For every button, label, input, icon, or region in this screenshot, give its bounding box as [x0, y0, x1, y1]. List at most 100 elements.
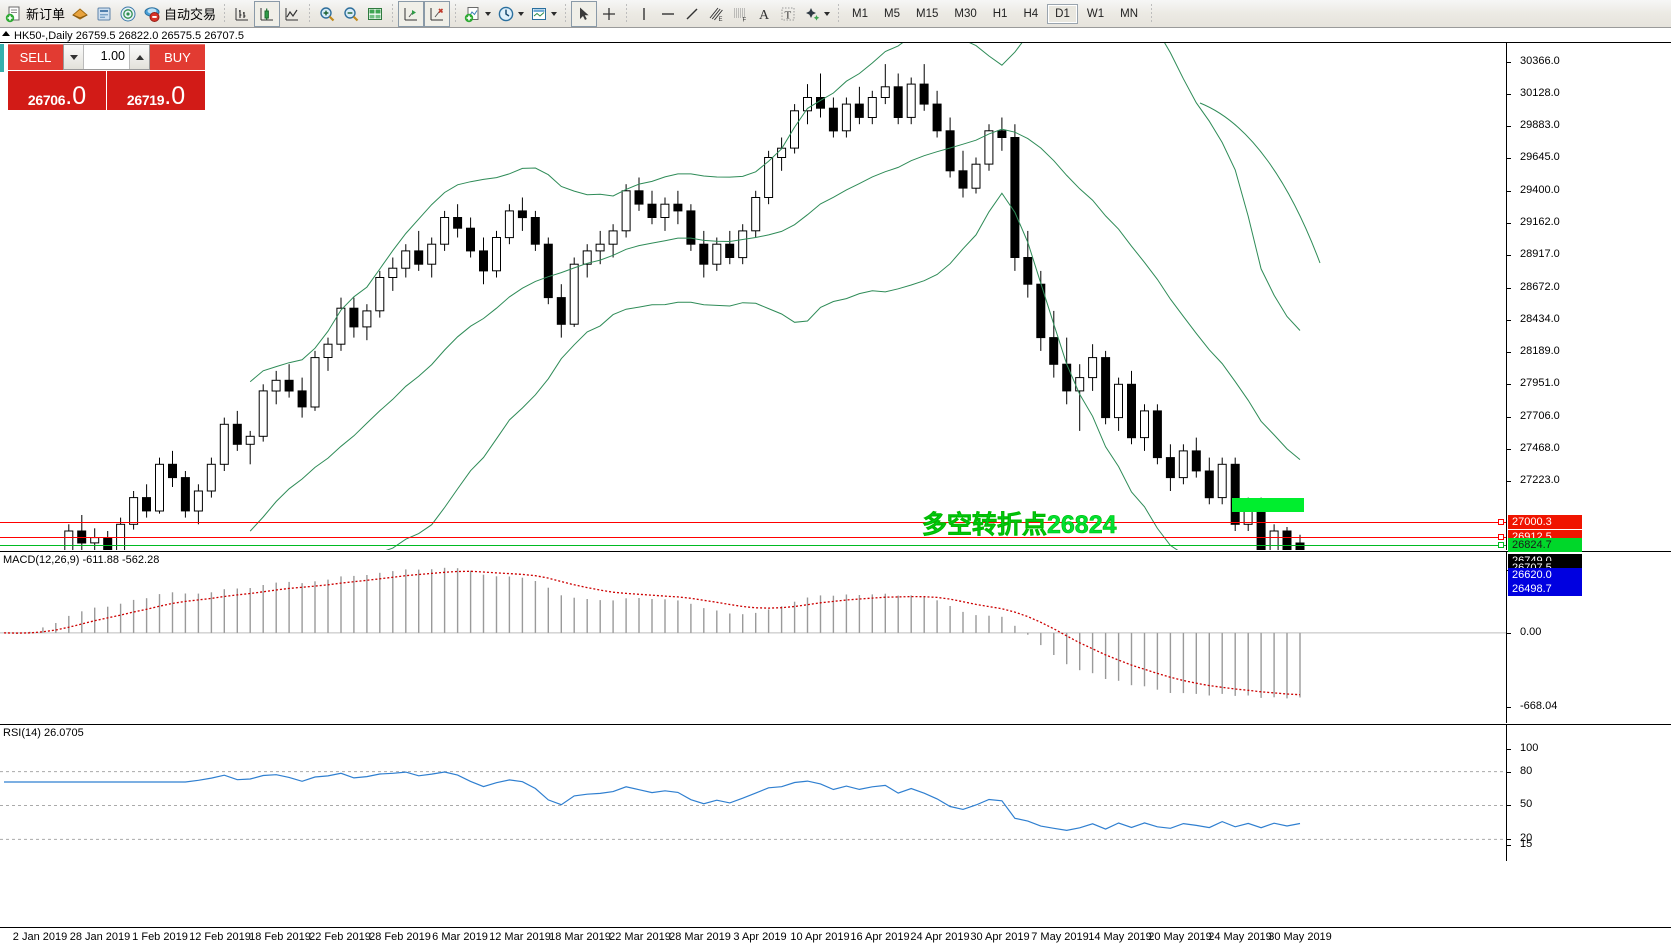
timeframe-button-h1[interactable]: H1 [992, 7, 1008, 20]
auto-scroll-button[interactable] [424, 0, 451, 27]
rsi-plot[interactable] [0, 725, 1506, 861]
expert-advisors-icon [71, 5, 89, 23]
price-level-tag[interactable]: 27000.3 [1508, 515, 1582, 529]
price-level-tag[interactable]: 26620.0 [1508, 568, 1582, 582]
zoom-in-button[interactable] [315, 1, 339, 27]
buy-button[interactable]: BUY [150, 44, 205, 70]
price-level-anchor[interactable] [1498, 519, 1504, 525]
price-axis[interactable]: 30366.0 30128.0 29883.0 29645.0 29400.0 29162… [1506, 43, 1671, 596]
timeframe-button-m30[interactable]: M30 [954, 7, 977, 20]
expert-advisors-button[interactable] [68, 1, 92, 27]
price-level-anchor[interactable] [1498, 534, 1504, 540]
chart-shift-icon [402, 5, 420, 23]
horizontal-line-icon [659, 5, 677, 23]
data-window-icon [95, 5, 113, 23]
period-icon [497, 5, 515, 23]
chevron-down-icon[interactable] [824, 11, 831, 16]
vertical-line-button[interactable] [632, 1, 656, 27]
bar-chart-button[interactable] [230, 1, 254, 27]
text-button[interactable]: A [752, 1, 776, 27]
chevron-down-icon[interactable] [551, 11, 558, 16]
period-button[interactable] [494, 1, 527, 27]
timeframe-button-d1[interactable]: D1 [1047, 3, 1078, 24]
chevron-down-icon[interactable] [485, 11, 492, 16]
volume-decrease-button[interactable] [64, 45, 84, 69]
market-watch-icon [119, 5, 137, 23]
channels-button[interactable]: E [704, 1, 728, 27]
chart-area[interactable]: 多空转折点26824 30366.0 30128.0 29883.0 29645.0 2… [0, 42, 1671, 947]
date-tick: 14 May 2019 [1088, 931, 1152, 943]
crosshair-button[interactable] [597, 1, 621, 27]
price-level-anchor[interactable] [1498, 542, 1504, 548]
fibonacci-button[interactable]: F [728, 1, 752, 27]
autotrade-icon [143, 5, 161, 23]
tile-windows-button[interactable] [363, 1, 387, 27]
trendline-button[interactable] [680, 1, 704, 27]
price-level-tag[interactable]: 26498.7 [1508, 582, 1582, 596]
timeframe-button-m5[interactable]: M5 [884, 7, 900, 20]
price-pane[interactable]: 多空转折点26824 30366.0 30128.0 29883.0 29645.0 2… [0, 42, 1671, 596]
highlight-zone-rect [1232, 498, 1304, 512]
timeframe-button-h4[interactable]: H4 [1023, 7, 1039, 20]
timeframe-button-mn[interactable]: MN [1120, 7, 1138, 20]
buy-price[interactable]: 26719.0 [107, 71, 205, 110]
candlestick-chart-button[interactable] [254, 0, 281, 27]
rsi-pane[interactable]: RSI(14) 26.0705 100 80 50 20 15 [0, 724, 1671, 861]
sell-price[interactable]: 26706.0 [8, 71, 106, 110]
rsi-label: RSI(14) 26.0705 [3, 727, 84, 739]
timeframe-button-w1[interactable]: W1 [1086, 7, 1105, 20]
rsi-axis[interactable]: 100 80 50 20 15 [1506, 725, 1671, 861]
macd-pane[interactable]: MACD(12,26,9) -611.88 -562.28 567.50.00-… [0, 551, 1671, 723]
sell-price-decimal: .0 [65, 82, 87, 110]
autotrade-button[interactable]: 自动交易 [140, 1, 219, 27]
date-tick: 3 Apr 2019 [733, 931, 787, 943]
templates-button[interactable] [527, 1, 560, 27]
cursor-button[interactable] [571, 0, 598, 27]
timeframe-group: M1 M5 M15 M30 H1 H4 D1 W1 MN [844, 3, 1146, 24]
crosshair-icon [600, 5, 618, 23]
shapes-button[interactable] [800, 1, 833, 27]
data-window-button[interactable] [92, 1, 116, 27]
date-axis[interactable]: 2 Jan 2019 28 Jan 2019 1 Feb 2019 12 Feb 20… [0, 927, 1671, 947]
price-candles-layer [64, 43, 1321, 550]
date-tick: 30 Apr 2019 [970, 931, 1030, 943]
symbol-ohlc-line: HK50-,Daily 26759.5 26822.0 26575.5 2670… [0, 29, 244, 42]
price-plot[interactable]: 多空转折点26824 [0, 43, 1506, 550]
new-order-icon [5, 5, 23, 23]
zoom-out-button[interactable] [339, 1, 363, 27]
price-level-line[interactable] [0, 545, 1506, 546]
line-chart-button[interactable] [280, 1, 304, 27]
toolbar-separator [309, 3, 311, 24]
volume-stepper[interactable]: 1.00 [63, 44, 150, 70]
date-tick: 18 Mar 2019 [549, 931, 611, 943]
chart-shift-button[interactable] [398, 0, 425, 27]
timeframe-button-m15[interactable]: M15 [916, 7, 939, 20]
svg-text:T: T [785, 9, 792, 21]
price-level-line[interactable] [0, 537, 1506, 538]
timeframe-button-m1[interactable]: M1 [852, 7, 869, 20]
sell-button[interactable]: SELL [8, 44, 63, 70]
market-watch-button[interactable] [116, 1, 140, 27]
price-level-line[interactable] [0, 522, 1506, 523]
indicators-button[interactable] [461, 1, 494, 27]
toolbar-separator [838, 3, 840, 24]
label-button[interactable]: T [776, 1, 800, 27]
toolbar-separator [1151, 3, 1152, 24]
volume-input[interactable]: 1.00 [84, 45, 129, 69]
horizontal-line-button[interactable] [656, 1, 680, 27]
templates-icon [530, 5, 548, 23]
chart-collapse-icon[interactable] [2, 31, 10, 36]
main-toolbar: 新订单 [0, 0, 1671, 28]
svg-text:A: A [759, 8, 770, 23]
shapes-icon [803, 5, 821, 23]
chevron-down-icon[interactable] [518, 11, 525, 16]
price-level-tag[interactable]: 26824.7 [1508, 538, 1582, 552]
macd-plot[interactable] [0, 552, 1506, 723]
new-order-button[interactable]: 新订单 [2, 1, 68, 27]
date-tick: 24 Apr 2019 [910, 931, 970, 943]
chart-annotation-text: 多空转折点26824 [922, 511, 1117, 540]
date-tick: 24 May 2019 [1208, 931, 1272, 943]
buy-price-decimal: .0 [164, 82, 186, 110]
volume-increase-button[interactable] [129, 45, 149, 69]
date-tick: 2 Jan 2019 [12, 931, 68, 943]
